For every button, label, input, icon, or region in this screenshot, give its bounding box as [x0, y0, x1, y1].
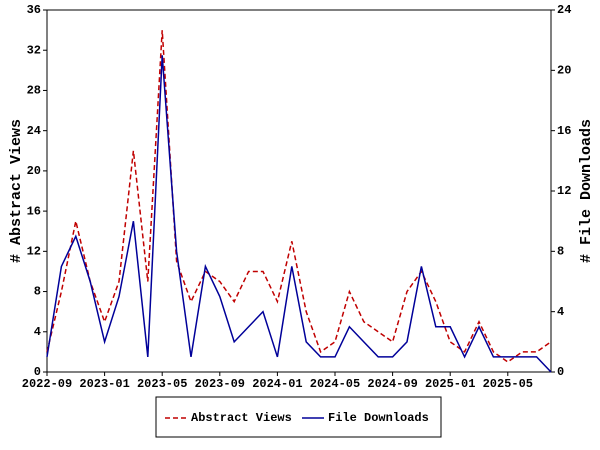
y2-tick-label: 0	[557, 365, 564, 379]
y-axis-title: # Abstract Views	[8, 119, 25, 263]
plot-frame	[46, 9, 552, 373]
y2-tick-label: 8	[557, 245, 564, 259]
y-tick-label: 28	[27, 84, 41, 98]
x-tick-label: 2024-01	[252, 377, 302, 391]
legend-label: Abstract Views	[191, 411, 292, 425]
y-tick-label: 0	[34, 365, 41, 379]
y-tick-label: 8	[34, 285, 41, 299]
y2-axis-title: # File Downloads	[578, 119, 595, 263]
x-tick-label: 2025-01	[425, 377, 475, 391]
series-line	[46, 55, 552, 373]
series-line	[46, 30, 552, 363]
y2-tick-label: 20	[557, 64, 571, 78]
x-tick-label: 2022-09	[22, 377, 72, 391]
y2-tick-label: 24	[557, 3, 571, 17]
x-tick-label: 2025-05	[483, 377, 533, 391]
y2-tick-label: 12	[557, 184, 571, 198]
y2-tick-label: 16	[557, 124, 571, 138]
y-tick-label: 36	[27, 3, 41, 17]
y-tick-label: 12	[27, 245, 41, 259]
y-tick-label: 20	[27, 164, 41, 178]
x-tick-label: 2023-01	[79, 377, 129, 391]
x-tick-label: 2024-09	[367, 377, 417, 391]
y-tick-label: 16	[27, 204, 41, 218]
legend-box	[155, 396, 442, 438]
y-tick-label: 4	[34, 325, 41, 339]
x-tick-label: 2023-05	[137, 377, 187, 391]
y-tick-label: 32	[27, 43, 41, 57]
x-tick-label: 2024-05	[310, 377, 360, 391]
y-tick-label: 24	[27, 124, 41, 138]
y2-tick-label: 4	[557, 305, 564, 319]
legend-label: File Downloads	[328, 411, 429, 425]
x-tick-label: 2023-09	[195, 377, 245, 391]
